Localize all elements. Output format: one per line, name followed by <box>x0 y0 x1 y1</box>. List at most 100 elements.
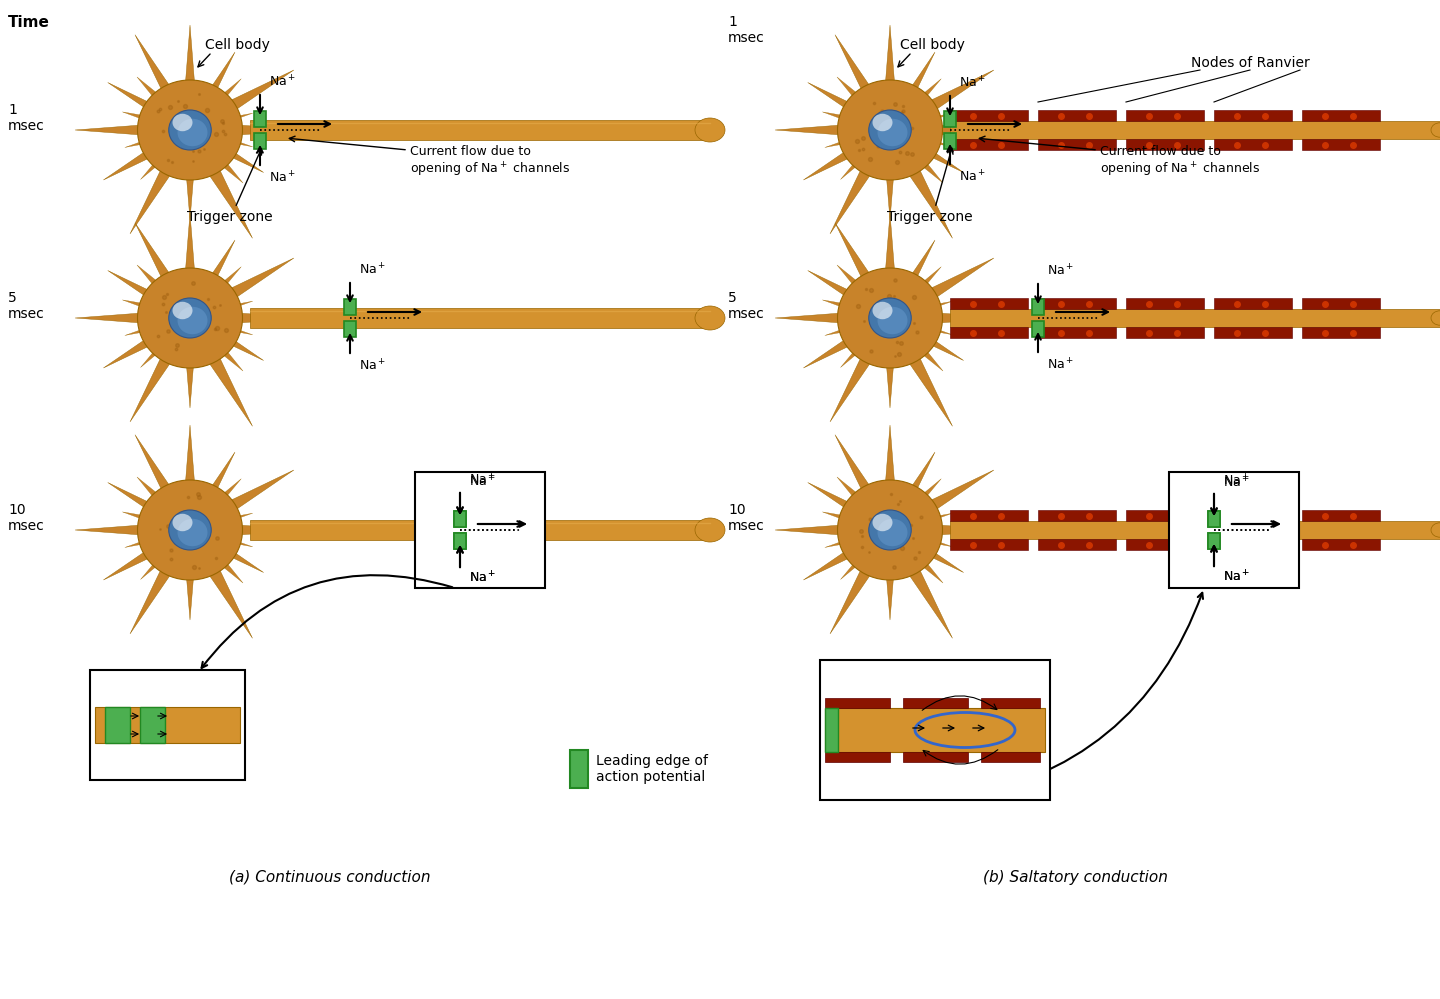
Polygon shape <box>884 213 896 283</box>
Bar <box>95 707 240 743</box>
Polygon shape <box>919 332 963 361</box>
Polygon shape <box>901 556 952 638</box>
Polygon shape <box>923 513 953 523</box>
Polygon shape <box>804 543 863 580</box>
Polygon shape <box>835 35 877 103</box>
Polygon shape <box>804 332 863 368</box>
Ellipse shape <box>877 518 907 546</box>
Text: Na$^+$: Na$^+$ <box>1223 474 1250 489</box>
Polygon shape <box>223 137 253 147</box>
Text: Na$^+$: Na$^+$ <box>1223 569 1250 584</box>
Polygon shape <box>804 143 863 180</box>
Bar <box>1214 139 1292 150</box>
Bar <box>454 511 467 527</box>
Bar <box>1038 298 1116 309</box>
Polygon shape <box>808 83 863 117</box>
Polygon shape <box>108 271 161 305</box>
Bar <box>1302 510 1380 521</box>
Polygon shape <box>884 425 896 495</box>
Polygon shape <box>122 112 153 122</box>
Polygon shape <box>204 453 235 501</box>
Polygon shape <box>835 223 877 291</box>
Ellipse shape <box>838 80 943 180</box>
Polygon shape <box>822 300 852 311</box>
FancyBboxPatch shape <box>1169 472 1299 588</box>
Polygon shape <box>886 353 894 408</box>
Polygon shape <box>924 524 1005 536</box>
Text: Na$^+$: Na$^+$ <box>1223 569 1250 584</box>
Bar <box>825 698 890 708</box>
Bar <box>950 110 1028 121</box>
Text: 5
msec: 5 msec <box>9 291 45 321</box>
Text: Time: Time <box>9 15 50 30</box>
Polygon shape <box>104 332 163 368</box>
Bar <box>950 539 1028 550</box>
Polygon shape <box>886 165 894 220</box>
Text: Trigger zone: Trigger zone <box>887 210 973 224</box>
Bar <box>1038 510 1116 521</box>
Polygon shape <box>108 483 161 516</box>
Text: 5
msec: 5 msec <box>729 291 765 321</box>
Bar <box>140 707 166 743</box>
Text: Current flow due to
opening of Na$^+$ channels: Current flow due to opening of Na$^+$ ch… <box>410 145 570 179</box>
Polygon shape <box>122 300 153 311</box>
Polygon shape <box>920 160 943 183</box>
Polygon shape <box>919 79 942 102</box>
Bar <box>950 327 1028 338</box>
Polygon shape <box>184 425 196 495</box>
Polygon shape <box>217 479 242 501</box>
Polygon shape <box>919 479 942 501</box>
Polygon shape <box>130 345 179 422</box>
Bar <box>903 698 968 708</box>
Bar <box>1208 533 1220 549</box>
Text: Na$^+$: Na$^+$ <box>269 170 297 185</box>
FancyBboxPatch shape <box>415 472 544 588</box>
Bar <box>1126 139 1204 150</box>
Bar <box>950 521 1440 539</box>
Bar <box>1214 110 1292 121</box>
Bar <box>950 510 1028 521</box>
Polygon shape <box>137 265 160 289</box>
Polygon shape <box>822 112 852 122</box>
Bar <box>1038 110 1116 121</box>
Bar <box>1214 510 1292 521</box>
Ellipse shape <box>177 119 207 146</box>
Ellipse shape <box>173 114 193 131</box>
Polygon shape <box>186 565 194 620</box>
Text: Leading edge of
action potential: Leading edge of action potential <box>596 754 708 784</box>
Ellipse shape <box>168 110 212 150</box>
Bar <box>251 520 710 540</box>
Text: 10
msec: 10 msec <box>729 502 765 533</box>
Polygon shape <box>75 124 156 136</box>
Polygon shape <box>108 83 161 117</box>
Text: Cell body: Cell body <box>900 38 965 52</box>
Polygon shape <box>901 157 952 238</box>
Polygon shape <box>904 453 935 501</box>
Polygon shape <box>923 137 953 147</box>
Polygon shape <box>204 52 235 102</box>
Ellipse shape <box>173 302 193 320</box>
Text: Na$^+$: Na$^+$ <box>359 263 386 278</box>
Bar <box>454 533 467 549</box>
Polygon shape <box>904 240 935 290</box>
Ellipse shape <box>696 518 724 542</box>
Polygon shape <box>775 124 855 136</box>
Polygon shape <box>219 332 264 361</box>
Polygon shape <box>822 511 852 522</box>
Polygon shape <box>219 348 243 371</box>
Polygon shape <box>75 312 156 324</box>
Polygon shape <box>917 470 994 518</box>
Bar <box>1038 539 1116 550</box>
Polygon shape <box>202 157 252 238</box>
Bar <box>1302 327 1380 338</box>
Polygon shape <box>924 124 1005 136</box>
Polygon shape <box>137 477 160 500</box>
Bar <box>105 707 130 743</box>
Text: Na$^+$: Na$^+$ <box>1047 264 1074 279</box>
Text: Na$^+$: Na$^+$ <box>269 75 297 90</box>
Bar <box>1126 110 1204 121</box>
Polygon shape <box>184 25 196 95</box>
Polygon shape <box>223 325 253 335</box>
Text: (a) Continuous conduction: (a) Continuous conduction <box>229 870 431 885</box>
Polygon shape <box>825 326 854 336</box>
